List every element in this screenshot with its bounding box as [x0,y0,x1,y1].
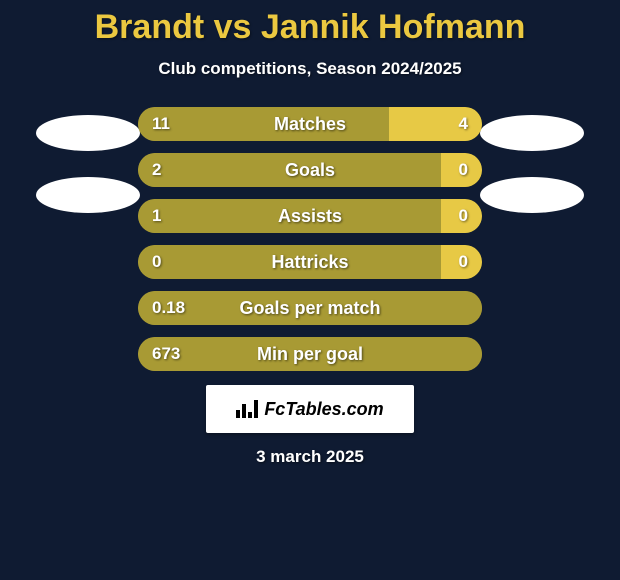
left-ellipses [28,107,138,371]
player1-ellipse-1 [36,115,140,151]
bar-chart-icon [236,400,258,418]
stat-label: Min per goal [257,344,363,365]
stat-label: Hattricks [271,252,348,273]
stat-right-value: 0 [459,206,468,226]
stat-label: Goals per match [239,298,380,319]
right-ellipses [482,107,592,371]
player2-ellipse-1 [480,115,584,151]
stat-left-value: 11 [152,114,170,134]
stat-left-value: 1 [152,206,161,226]
stat-row-goals: 2 Goals 0 [138,153,482,187]
player1-ellipse-2 [36,177,140,213]
stat-label: Goals [285,160,335,181]
stat-right-fill [389,107,482,141]
stat-right-value: 4 [459,114,468,134]
stat-left-value: 0.18 [152,298,185,318]
stat-row-assists: 1 Assists 0 [138,199,482,233]
badge-text: FcTables.com [264,399,383,420]
stat-bars: 11 Matches 4 2 Goals 0 1 Assists 0 0 Hattricks 0 0.1… [138,107,482,371]
page-title: Brandt vs Jannik Hofmann [0,8,620,47]
stat-row-matches: 11 Matches 4 [138,107,482,141]
date-label: 3 march 2025 [0,447,620,467]
stat-label: Matches [274,114,346,135]
stat-row-hattricks: 0 Hattricks 0 [138,245,482,279]
stat-left-value: 0 [152,252,161,272]
stat-right-value: 0 [459,160,468,180]
stat-left-value: 2 [152,160,161,180]
stats-area: 11 Matches 4 2 Goals 0 1 Assists 0 0 Hattricks 0 0.1… [0,107,620,371]
stat-row-min-per-goal: 673 Min per goal [138,337,482,371]
stat-row-goals-per-match: 0.18 Goals per match [138,291,482,325]
infographic-container: Brandt vs Jannik Hofmann Club competitio… [0,0,620,580]
source-badge: FcTables.com [206,385,414,433]
player2-ellipse-2 [480,177,584,213]
stat-label: Assists [278,206,342,227]
stat-right-value: 0 [459,252,468,272]
stat-left-value: 673 [152,344,180,364]
subtitle: Club competitions, Season 2024/2025 [0,59,620,79]
stat-left-fill [138,107,389,141]
